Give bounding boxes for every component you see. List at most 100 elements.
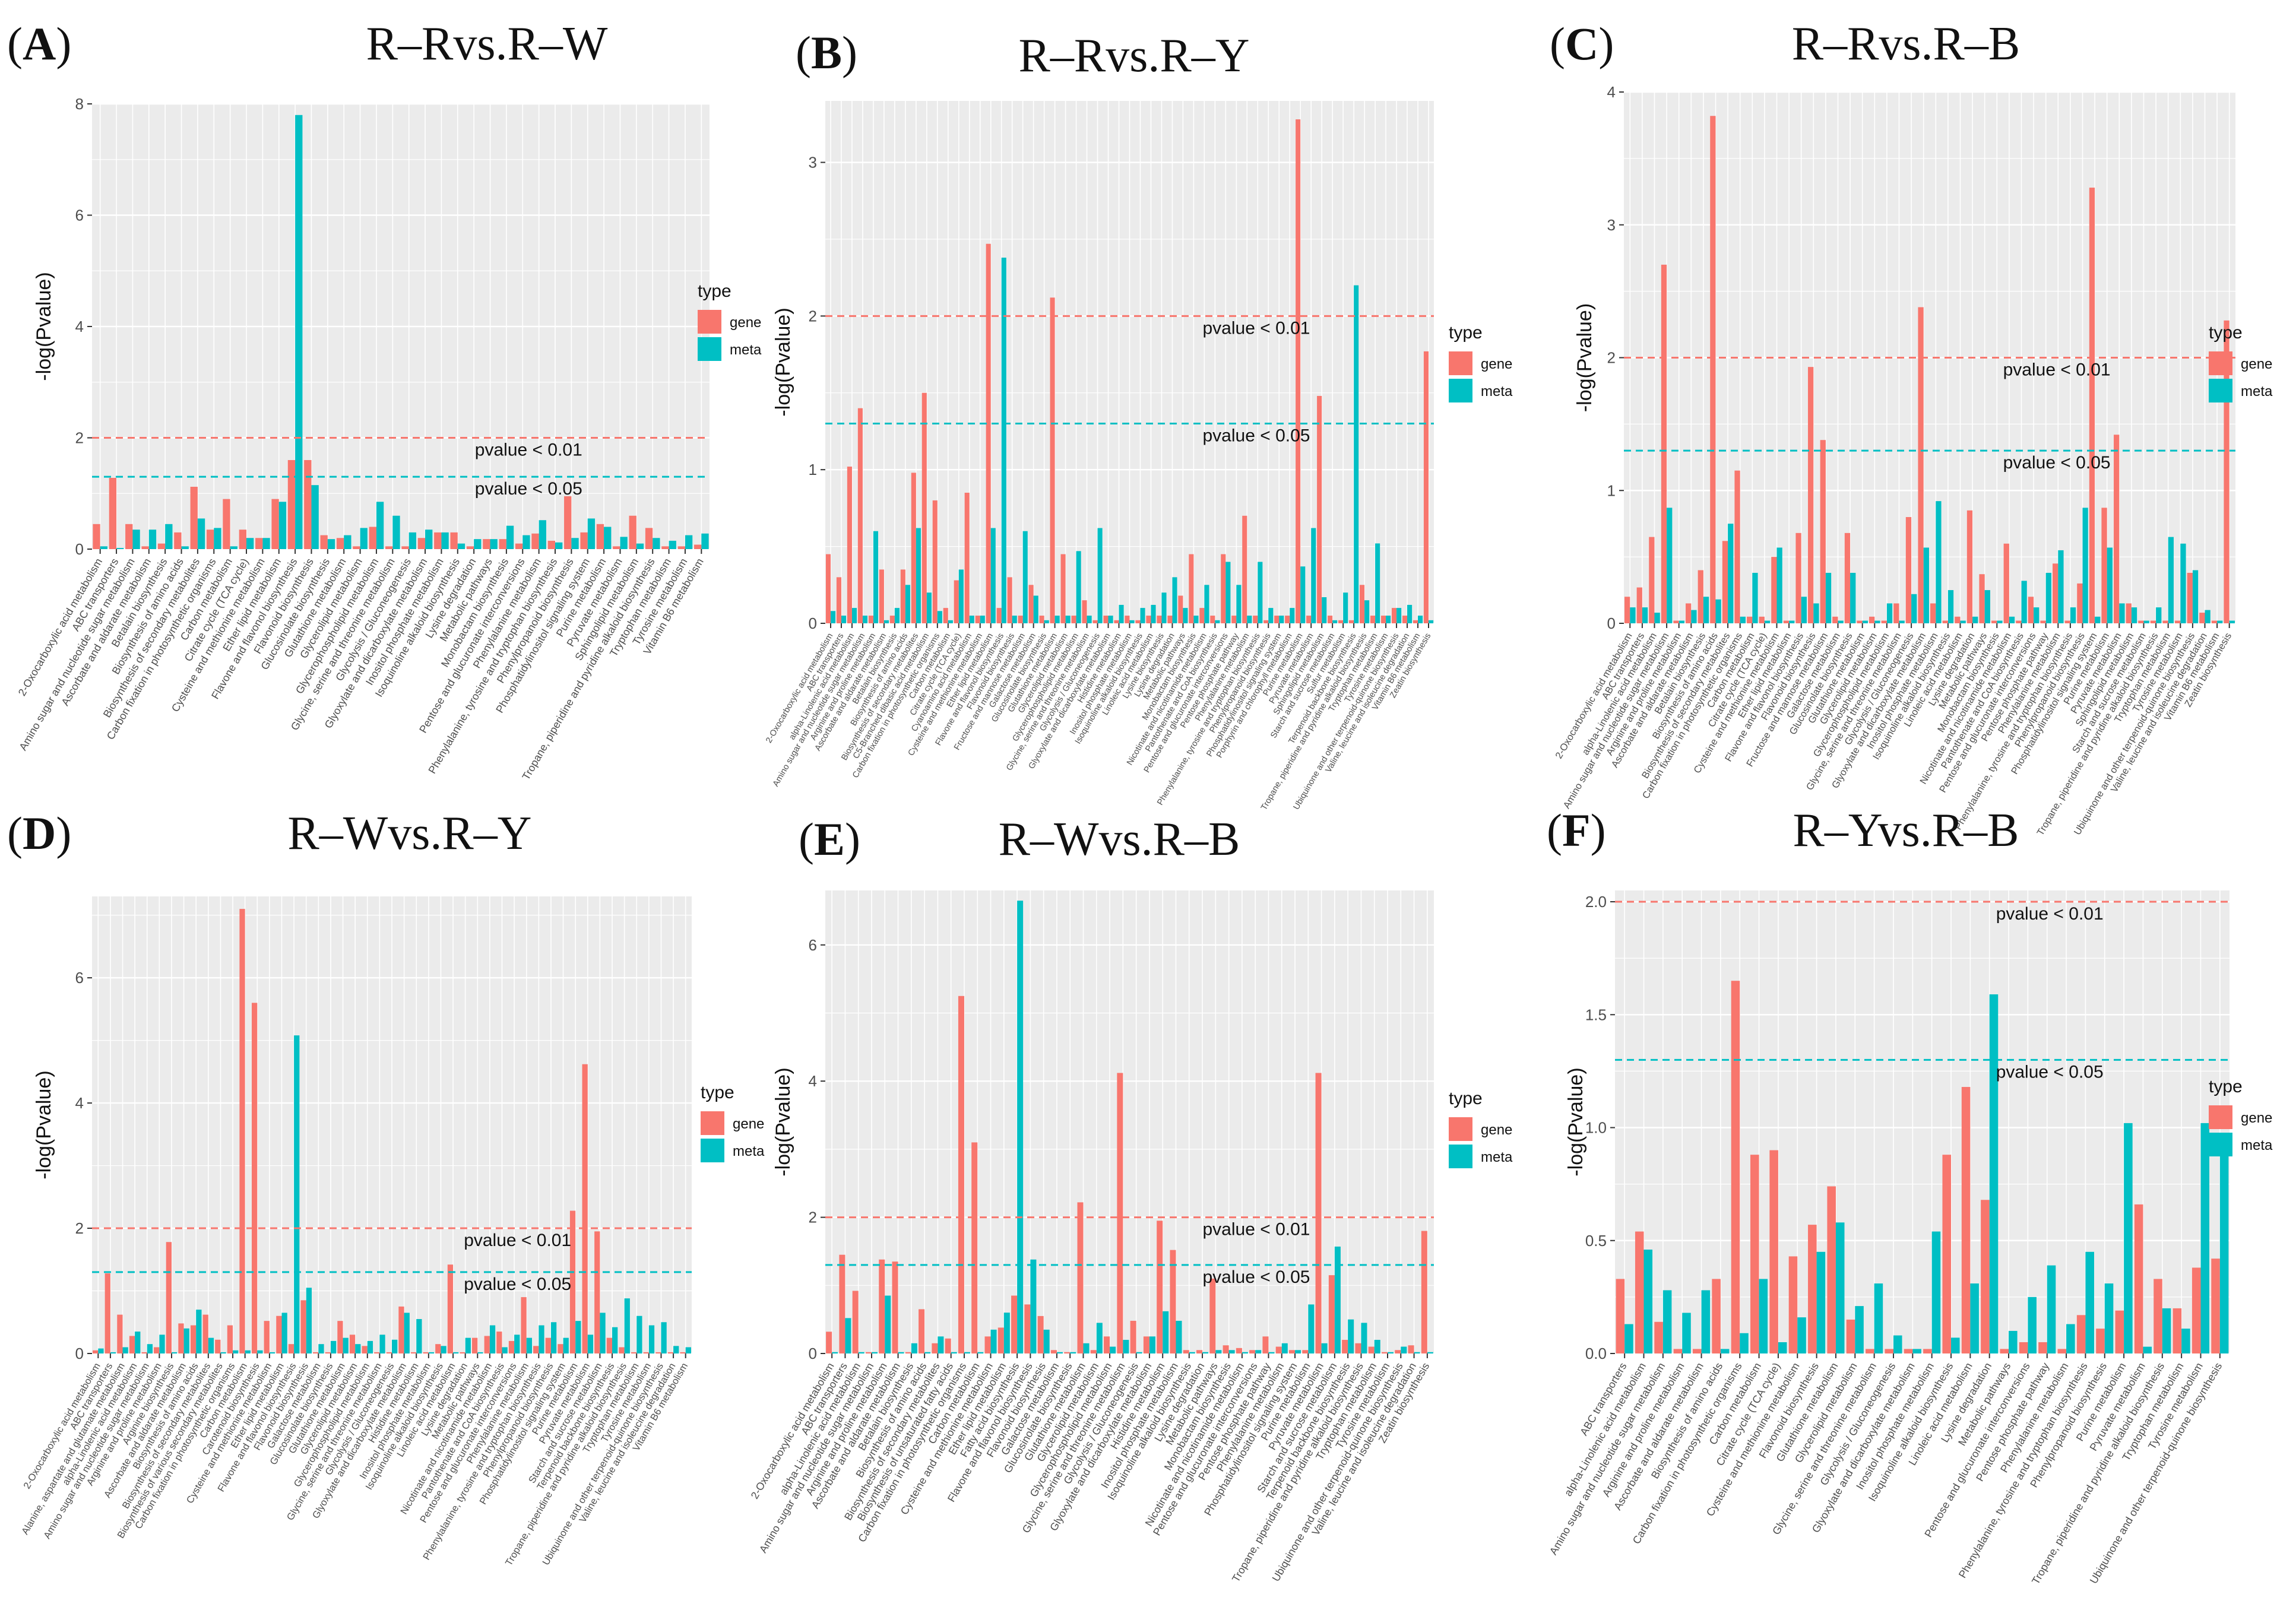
bar-meta (2070, 607, 2076, 623)
bar-meta (2095, 616, 2101, 623)
bar-gene (1328, 616, 1333, 623)
bar-gene (109, 478, 117, 549)
bar-meta (1740, 616, 1746, 623)
bar-meta (587, 1334, 594, 1353)
bar-meta (620, 537, 628, 549)
legend-key-gene (2209, 351, 2232, 375)
bar-gene (1649, 537, 1655, 623)
bar-gene (1636, 587, 1642, 623)
bar-meta (600, 1313, 606, 1353)
bar-meta (1715, 599, 1721, 623)
bar-meta (550, 1322, 557, 1353)
bar-gene (631, 1352, 637, 1353)
bar-meta (1401, 1346, 1407, 1353)
bar-meta (2082, 508, 2088, 623)
bar-meta (1247, 616, 1252, 623)
bar-gene (694, 544, 702, 549)
legend-key-gene (2209, 1105, 2232, 1129)
bar-meta (653, 538, 660, 549)
bar-gene (1077, 1202, 1084, 1353)
bar-meta (1947, 590, 1954, 623)
bar-meta (1825, 572, 1832, 623)
bar-gene (1918, 307, 1924, 623)
bar-meta (969, 616, 974, 623)
bar-gene (1146, 616, 1151, 623)
bar-meta (1110, 1346, 1116, 1353)
bar-meta (575, 1321, 581, 1353)
y-tick-label: 3 (1607, 216, 1616, 234)
bar-meta (147, 1344, 153, 1353)
bar-meta (295, 115, 303, 549)
bar-meta (465, 1337, 471, 1353)
bar-gene (239, 530, 246, 549)
legend-label: meta (1481, 383, 1513, 400)
bar-gene (919, 1309, 925, 1353)
legend-key-gene (1449, 1117, 1472, 1141)
bar-gene (1104, 1336, 1110, 1353)
bar-gene (547, 540, 555, 549)
bar-meta (1268, 1352, 1275, 1353)
panel-letter: (E) (799, 813, 860, 865)
bar-meta (1030, 1259, 1037, 1353)
bar-gene (1064, 1352, 1071, 1353)
bar-gene (141, 1352, 147, 1353)
bar-gene (879, 1259, 885, 1353)
bar-meta (208, 1337, 214, 1353)
y-tick-label: 2 (1607, 349, 1616, 367)
bar-gene (1370, 616, 1376, 623)
bar-meta (262, 538, 270, 549)
bar-gene (2077, 583, 2083, 623)
bar-gene (1966, 510, 1973, 623)
legend-title: type (1449, 1089, 1483, 1108)
bar-gene (460, 1352, 465, 1353)
bar-meta (245, 1350, 251, 1353)
bar-gene (1885, 1349, 1893, 1353)
legend-key-meta (2209, 379, 2232, 402)
bar-meta (1322, 597, 1327, 623)
bar-meta (269, 1352, 275, 1353)
bar-gene (1178, 595, 1183, 623)
bar-gene (558, 1344, 563, 1353)
bar-meta (937, 611, 942, 623)
bar-meta (2162, 1308, 2171, 1353)
bar-meta (165, 524, 173, 549)
bar-gene (1253, 616, 1258, 623)
legend-key-meta (698, 337, 721, 361)
bar-gene (2053, 563, 2059, 623)
bar-gene (93, 1350, 99, 1353)
legend-title: type (2209, 1077, 2243, 1096)
bar-meta (1752, 572, 1758, 623)
y-tick-label: 0 (1607, 614, 1616, 632)
bar-gene (337, 1321, 343, 1353)
bar-meta (294, 1035, 300, 1353)
threshold-label: pvalue < 0.05 (464, 1275, 571, 1294)
y-tick-label: 6 (809, 936, 817, 954)
panel-a: (A) R–Rvs.R–W pvalue < 0.01 pvalue < 0.05 0 2… (7, 18, 762, 782)
bar-meta (845, 1318, 851, 1353)
bar-meta (2192, 570, 2199, 623)
bar-meta (257, 1350, 263, 1353)
bar-gene (997, 1327, 1004, 1353)
bar-gene (2162, 620, 2168, 623)
bar-meta (1970, 1283, 1979, 1353)
bar-gene (472, 1337, 478, 1353)
threshold-label: pvalue < 0.05 (1203, 1267, 1310, 1287)
bar-meta (1662, 1290, 1672, 1353)
bar-meta (281, 1313, 287, 1353)
bar-meta (159, 1334, 165, 1353)
bar-gene (1734, 470, 1740, 623)
bar-gene (178, 1323, 184, 1353)
legend-label: gene (730, 315, 761, 331)
bar-meta (990, 528, 996, 623)
bar-gene (1712, 1279, 1721, 1353)
bar-meta (330, 1340, 337, 1353)
bar-meta (883, 620, 889, 623)
bar-gene (1731, 981, 1740, 1353)
bar-meta (873, 531, 879, 623)
bar-gene (852, 1291, 859, 1353)
bar-gene (2000, 1349, 2009, 1353)
bar-meta (502, 1347, 508, 1353)
bar-gene (1037, 1315, 1044, 1353)
bar-gene (435, 1344, 441, 1353)
bar-gene (2134, 1204, 2143, 1353)
